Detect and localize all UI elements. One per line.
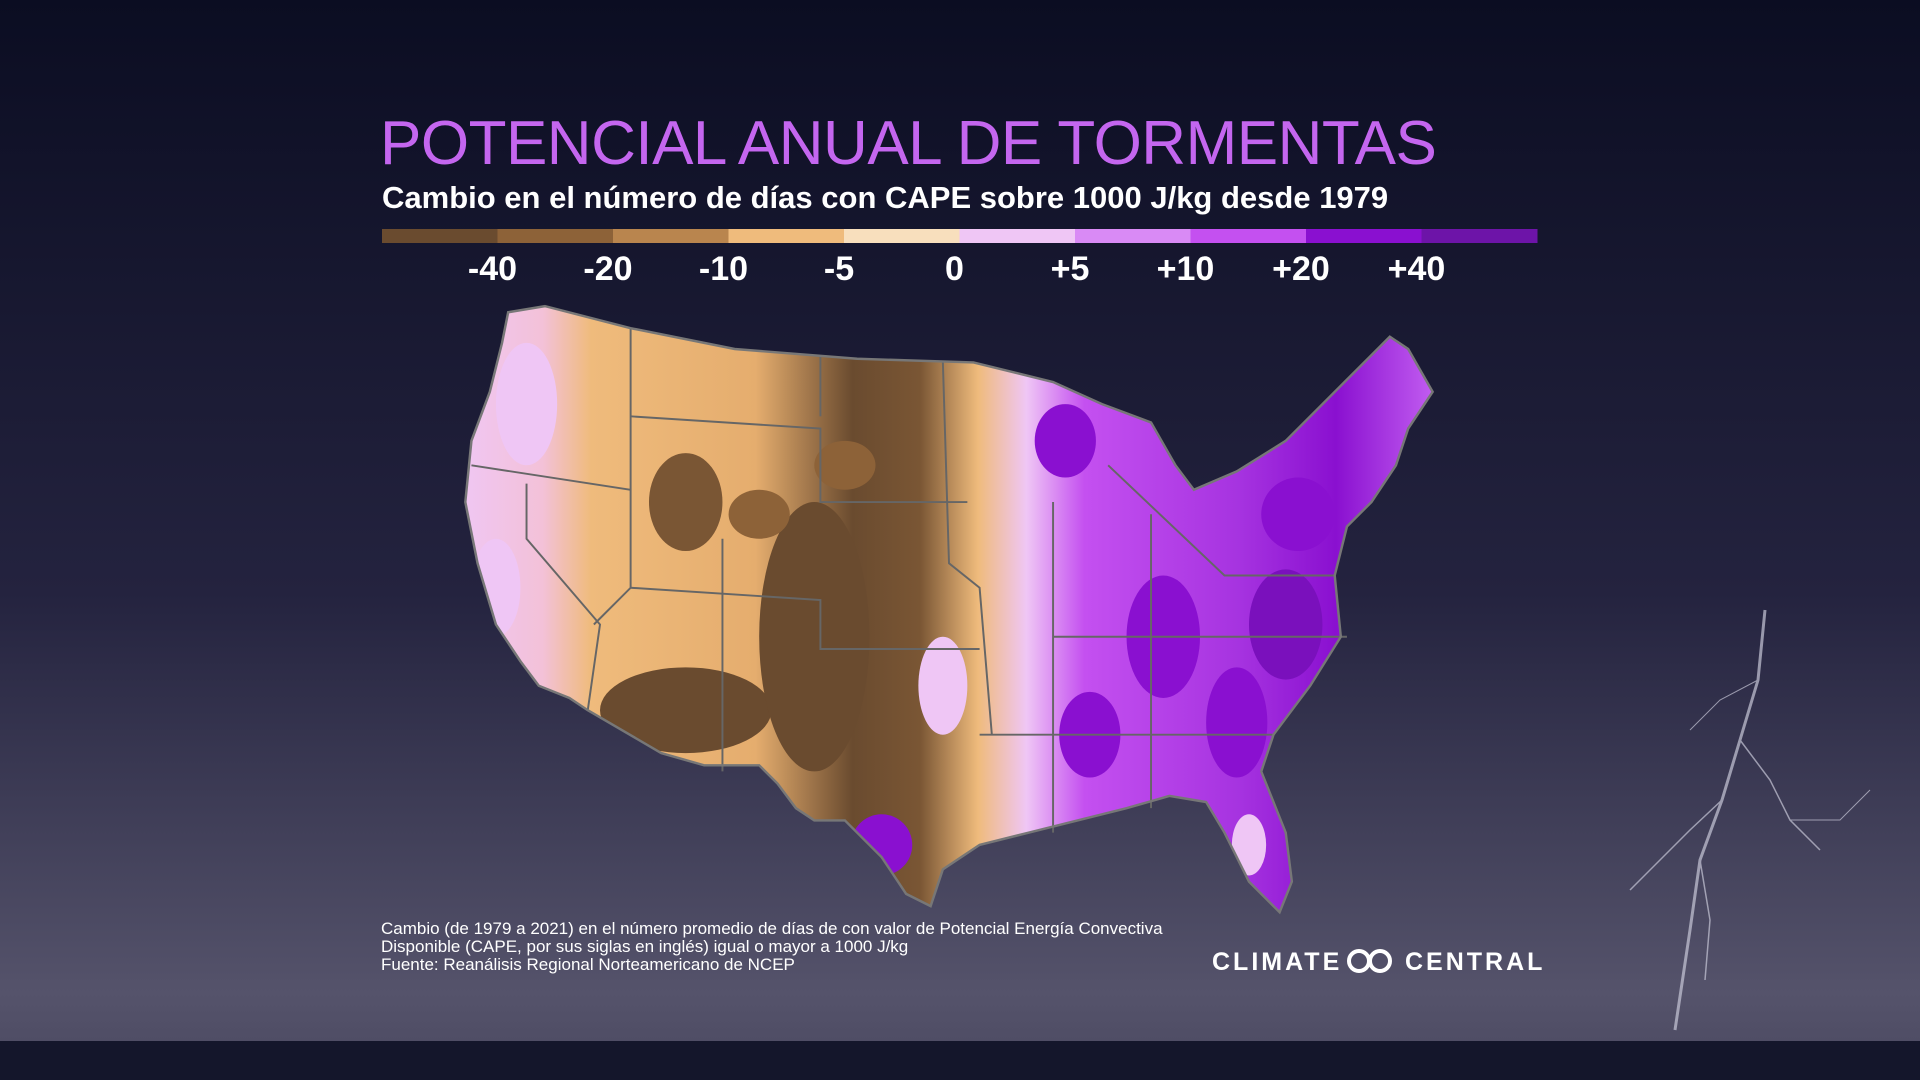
legend-swatch [1306,229,1422,243]
logo: CLIMATE CENTRAL [1212,948,1545,976]
legend: -40 -20 -10 -5 0 +5 +10 +20 +40 [382,229,1538,288]
legend-label: -10 [699,250,748,288]
legend-swatch [844,229,960,243]
footnote-line: Disponible (CAPE, por sus siglas en ingl… [381,937,908,956]
legend-swatch [1421,229,1538,243]
legend-swatch [382,229,498,243]
legend-label: +10 [1157,250,1215,288]
bottom-bar [0,1041,1920,1080]
legend-label: +5 [1051,250,1090,288]
legend-label: +40 [1388,250,1446,288]
subtitle: Cambio en el número de días con CAPE sob… [382,180,1388,215]
legend-label: +20 [1272,250,1330,288]
logo-icon [1368,949,1392,973]
logo-word: CLIMATE [1212,948,1342,976]
legend-label: 0 [945,250,964,288]
legend-label: -5 [824,250,854,288]
title: POTENCIAL ANUAL DE TORMENTAS [380,109,1436,178]
legend-swatch [613,229,729,243]
legend-label: -40 [468,250,517,288]
state-lines [471,328,1347,833]
footnote-line: Cambio (de 1979 a 2021) en el número pro… [381,919,1163,938]
legend-label: -20 [583,250,632,288]
legend-swatch [1075,229,1191,243]
legend-swatch [959,229,1076,243]
legend-swatch [728,229,845,243]
map-patterns [471,342,1335,876]
legend-swatch [497,229,614,243]
us-map [464,304,1434,914]
footnote-line: Fuente: Reanálisis Regional Norteamerica… [381,955,795,974]
logo-word: CENTRAL [1405,948,1545,976]
legend-swatch [1190,229,1307,243]
lightning [1629,609,1871,1031]
